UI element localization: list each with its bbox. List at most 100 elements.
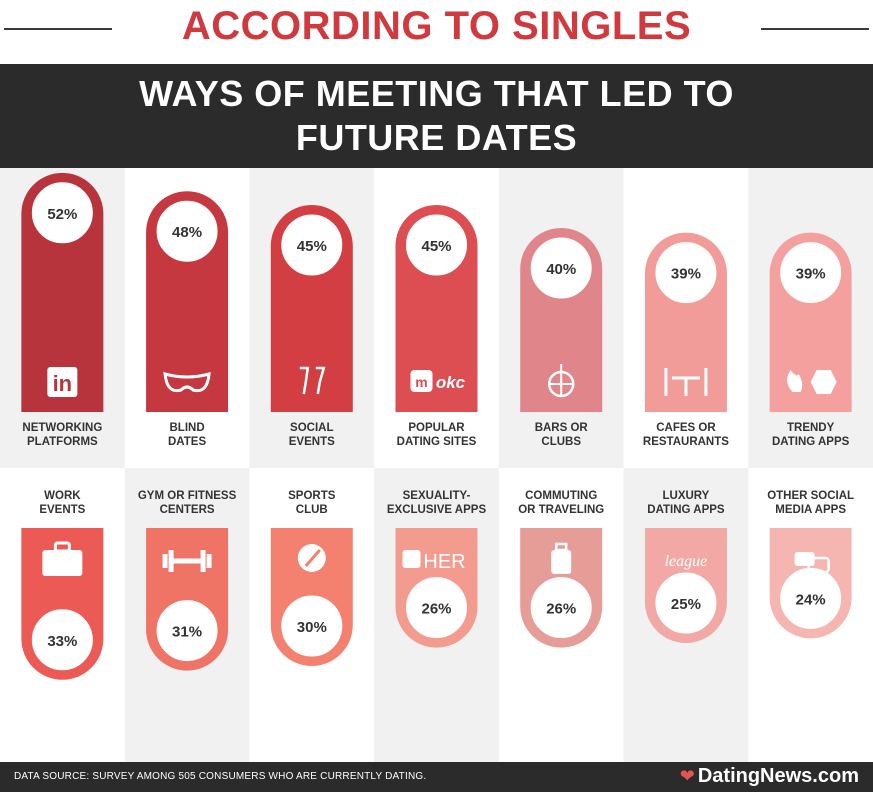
bar-group: 40% BARS OR CLUBS xyxy=(520,228,603,448)
value-badge xyxy=(28,606,96,674)
value-badge xyxy=(652,569,720,637)
category-label: TRENDY xyxy=(787,422,835,434)
chart-title-line-2: FUTURE DATES xyxy=(295,117,578,158)
category-label: DATING APPS xyxy=(772,436,850,448)
bumble-icon xyxy=(810,370,837,394)
title-rule-right xyxy=(761,28,869,30)
bar-group: 39% CAFES OR RESTAURANTS xyxy=(643,232,729,448)
brand-name: DatingNews.com xyxy=(697,765,859,787)
data-label: 33% xyxy=(47,633,77,650)
category-label: EVENTS xyxy=(39,504,85,516)
data-label: 40% xyxy=(546,261,576,278)
category-label: SEXUALITY- xyxy=(403,490,471,502)
bar-group: 26% COMMUTING OR TRAVELING xyxy=(518,490,604,648)
the-league-icon: league xyxy=(665,553,708,570)
luggage-handle xyxy=(554,542,568,552)
category-label: DATING APPS xyxy=(647,504,725,516)
category-label: SOCIAL xyxy=(290,422,333,434)
category-label: NETWORKING xyxy=(22,422,102,434)
category-label: POPULAR xyxy=(408,422,465,434)
category-label: CENTERS xyxy=(160,504,215,516)
chat-bubble-icon-2 xyxy=(807,556,830,574)
value-badge xyxy=(777,564,845,632)
category-label: SPORTS xyxy=(288,490,336,502)
value-badge xyxy=(527,574,595,642)
value-badge xyxy=(153,197,221,265)
category-label: CAFES OR xyxy=(656,422,716,434)
chart-area: 52% in NETWORKING PLATFORMS 48% BLIND DATES 45%… xyxy=(0,168,873,762)
data-label: 31% xyxy=(172,624,202,641)
page-title: ACCORDING TO SINGLES xyxy=(181,4,692,48)
luggage-icon xyxy=(551,550,572,574)
value-badge xyxy=(153,597,221,665)
bar-group: 39% TRENDY DATING APPS xyxy=(769,232,852,448)
category-label: CLUBS xyxy=(541,436,581,448)
data-label: 30% xyxy=(297,619,327,636)
chart-title-line-1: WAYS OF MEETING THAT LED TO xyxy=(139,73,734,114)
category-label: COMMUTING xyxy=(525,490,597,502)
value-badge xyxy=(527,234,595,302)
value-badge xyxy=(777,239,845,307)
racket-stripe xyxy=(304,549,321,567)
chart-title-banner: WAYS OF MEETING THAT LED TO FUTURE DATES xyxy=(0,64,873,168)
category-label: DATING SITES xyxy=(397,436,477,448)
bar-group: 48% BLIND DATES xyxy=(146,191,229,448)
bar-group: 24% OTHER SOCIAL MEDIA APPS xyxy=(767,490,854,639)
data-label: 25% xyxy=(671,596,701,613)
data-label: 48% xyxy=(172,224,202,241)
title-rule-left xyxy=(4,28,112,30)
category-label: CLUB xyxy=(296,504,328,516)
value-badge xyxy=(652,239,720,307)
category-label: LUXURY xyxy=(662,490,709,502)
value-badge xyxy=(278,592,346,660)
data-label: 24% xyxy=(796,591,826,608)
category-label: EVENTS xyxy=(289,436,335,448)
okcupid-icon: okc xyxy=(436,373,466,392)
linkedin-icon-text: in xyxy=(53,371,73,396)
match-icon-text: m xyxy=(415,374,427,390)
category-label: WORK xyxy=(44,490,81,502)
bar-group: 31% GYM OR FITNESS CENTERS xyxy=(138,490,237,671)
her-app-text: HER xyxy=(423,551,465,573)
category-label: BLIND xyxy=(170,422,205,434)
tinder-icon xyxy=(787,370,803,392)
footer-bar: DATA SOURCE: SURVEY AMONG 505 CONSUMERS … xyxy=(0,762,873,792)
bar-group: 26% HER SEXUALITY- EXCLUSIVE APPS xyxy=(387,490,487,648)
category-label: GYM OR FITNESS xyxy=(138,490,237,502)
value-badge xyxy=(278,211,346,279)
data-label: 26% xyxy=(546,601,576,618)
data-label: 52% xyxy=(47,206,77,223)
bar-group: 45% m okc POPULAR DATING SITES xyxy=(395,205,478,448)
category-label: RESTAURANTS xyxy=(643,436,729,448)
value-badge xyxy=(28,179,96,247)
category-label: DATES xyxy=(168,436,206,448)
bar-group: 45% SOCIAL EVENTS xyxy=(270,205,353,448)
bar-group: 25% league LUXURY DATING APPS xyxy=(644,490,727,643)
linkedin-icon xyxy=(47,367,78,397)
bar-group: 52% in NETWORKING PLATFORMS xyxy=(21,172,104,448)
data-label: 45% xyxy=(297,238,327,255)
bar-group: 33% WORK EVENTS xyxy=(21,490,104,680)
brand-logo: ❤ DatingNews.com xyxy=(680,765,859,788)
category-label: EXCLUSIVE APPS xyxy=(387,504,487,516)
match-icon xyxy=(410,370,433,392)
category-label: MEDIA APPS xyxy=(775,504,846,516)
her-app-icon xyxy=(402,550,421,568)
data-label: 26% xyxy=(421,601,451,618)
champagne-icon xyxy=(299,366,326,395)
value-badge xyxy=(403,574,470,642)
briefcase-handle xyxy=(53,541,71,553)
briefcase-icon xyxy=(42,550,83,576)
dumbbell-icon xyxy=(162,550,212,572)
data-source-note: DATA SOURCE: SURVEY AMONG 505 CONSUMERS … xyxy=(14,771,427,782)
mask-icon xyxy=(163,371,211,393)
category-label: OTHER SOCIAL xyxy=(767,490,854,502)
category-label: OR TRAVELING xyxy=(518,504,604,516)
data-label: 45% xyxy=(421,238,451,255)
disco-ball-lines xyxy=(549,364,574,396)
bar-group: 30% SPORTS CLUB xyxy=(270,490,353,666)
restaurant-table-icon xyxy=(664,368,708,396)
data-label: 39% xyxy=(671,266,701,283)
value-badge xyxy=(403,211,470,279)
data-label: 39% xyxy=(796,266,826,283)
